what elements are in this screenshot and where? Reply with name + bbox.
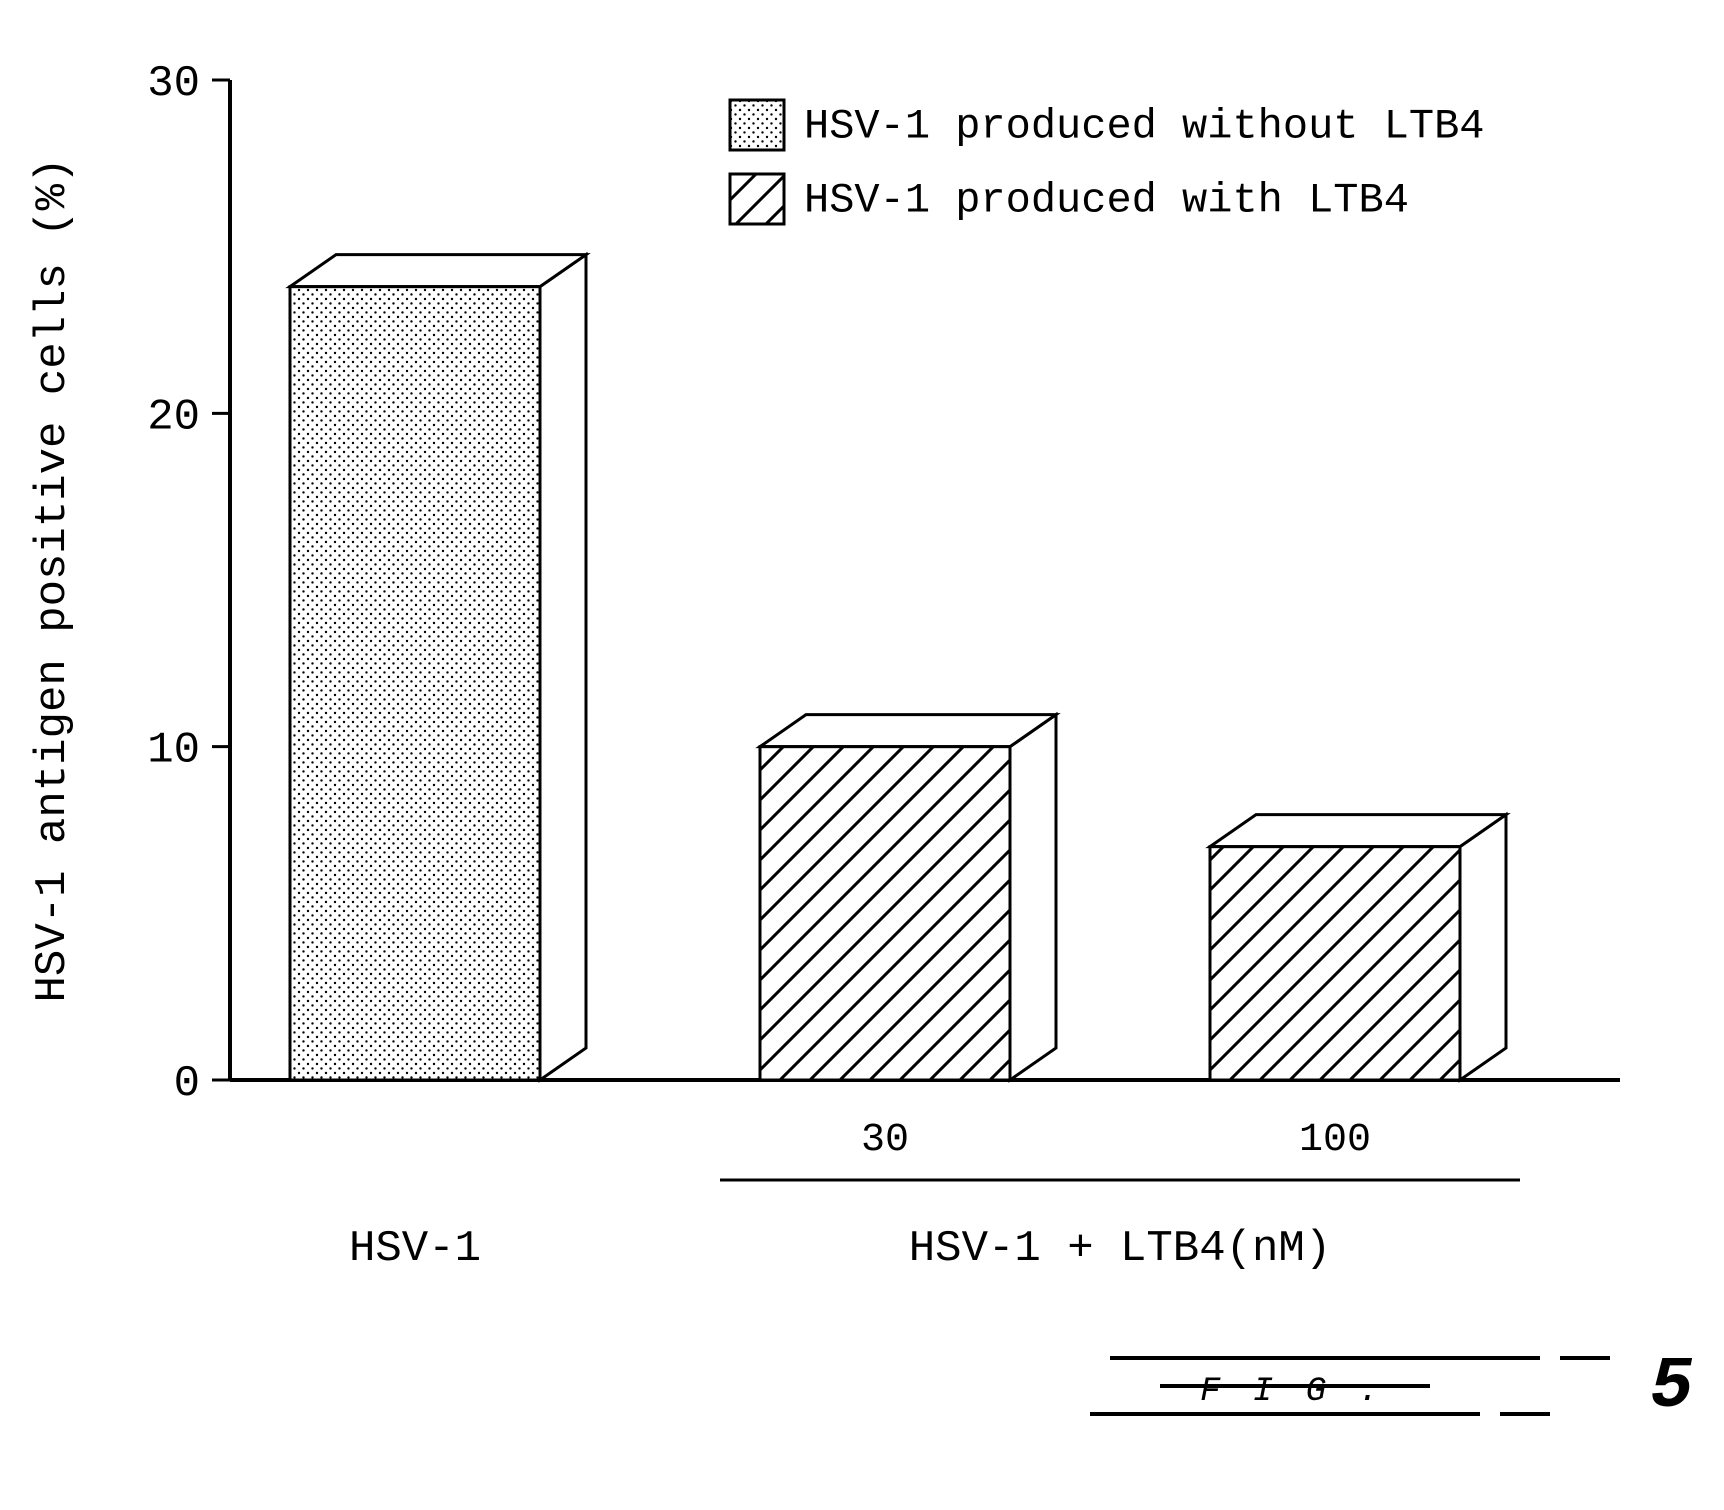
legend-label: HSV-1 produced without LTB4 xyxy=(804,103,1485,151)
figure-root: 0 10 20 30 HSV-1 antigen positive cells (%)… xyxy=(0,0,1724,1510)
x-sublabel-30: 30 xyxy=(861,1118,909,1163)
y-tick-label: 20 xyxy=(147,392,200,442)
legend-swatch-dots xyxy=(730,100,784,150)
figure-caption: 5 F I G . xyxy=(1090,1346,1693,1428)
bars-group xyxy=(290,255,1506,1080)
bar-2 xyxy=(1210,815,1506,1080)
x-group1-label: HSV-1 xyxy=(349,1224,481,1274)
y-tick-labels: 0 10 20 30 xyxy=(147,59,200,1109)
x-sublabel-100: 100 xyxy=(1299,1118,1371,1163)
figure-number: 5 xyxy=(1650,1346,1693,1428)
figure-word: F I G . xyxy=(1200,1373,1385,1411)
y-tick-label: 10 xyxy=(147,726,200,776)
y-tick-label: 30 xyxy=(147,59,200,109)
chart-svg: 0 10 20 30 HSV-1 antigen positive cells (%)… xyxy=(0,0,1724,1510)
bar-0 xyxy=(290,255,586,1080)
y-axis-label: HSV-1 antigen positive cells (%) xyxy=(28,158,78,1003)
legend-label: HSV-1 produced with LTB4 xyxy=(804,177,1409,225)
y-tick-label: 0 xyxy=(174,1059,200,1109)
legend: HSV-1 produced without LTB4 HSV-1 produce… xyxy=(730,100,1485,225)
x-group2-label: HSV-1 + LTB4(nM) xyxy=(909,1224,1331,1274)
bar-1 xyxy=(760,715,1056,1080)
legend-swatch-hatch xyxy=(730,174,784,224)
